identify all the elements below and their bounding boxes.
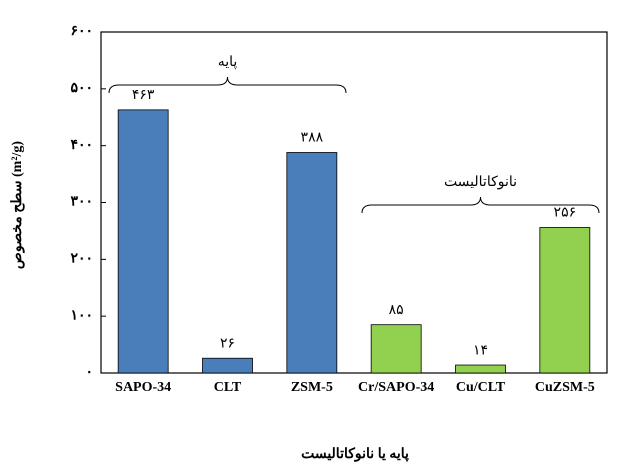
value-label: ۳۸۸ [301,131,324,146]
value-label: ۸۵ [389,303,404,318]
x-tick-label: CuZSM-5 [535,380,595,395]
x-tick-label: Cr/SAPO-34 [358,380,434,395]
group-brace [361,196,600,214]
plot-frame [100,31,608,374]
y-tick-label: ۰ [85,365,93,380]
bar [370,324,422,374]
x-axis-label: پایه یا نانوکاتالیست [301,446,409,462]
value-label: ۲۶ [220,336,235,351]
value-label: ۴۶۳ [132,88,155,103]
x-tick-label: ZSM-5 [291,380,333,395]
group-label: پایه [218,55,238,70]
y-tick-label: ۴۰۰ [70,138,93,153]
bar [539,227,591,374]
value-label: ۱۴ [473,343,488,358]
y-tick-label: ۱۰۰ [70,308,93,323]
bar [202,357,253,374]
y-tick-label: ۶۰۰ [70,24,93,39]
group-label: نانوکاتالیست [444,175,517,190]
y-tick-label: ۵۰۰ [70,81,93,96]
value-label: ۲۵۶ [554,206,577,221]
bar [117,109,169,374]
y-tick-label: ۳۰۰ [70,195,93,210]
bar [286,152,338,374]
y-axis-label: سطح مخصوص (m²/g) [10,141,25,270]
bar [455,364,506,374]
x-tick-label: Cu/CLT [456,380,506,395]
group-brace [108,76,347,94]
x-tick-label: CLT [214,380,242,395]
x-tick-label: SAPO-34 [115,380,171,395]
y-tick-label: ۲۰۰ [70,252,93,267]
